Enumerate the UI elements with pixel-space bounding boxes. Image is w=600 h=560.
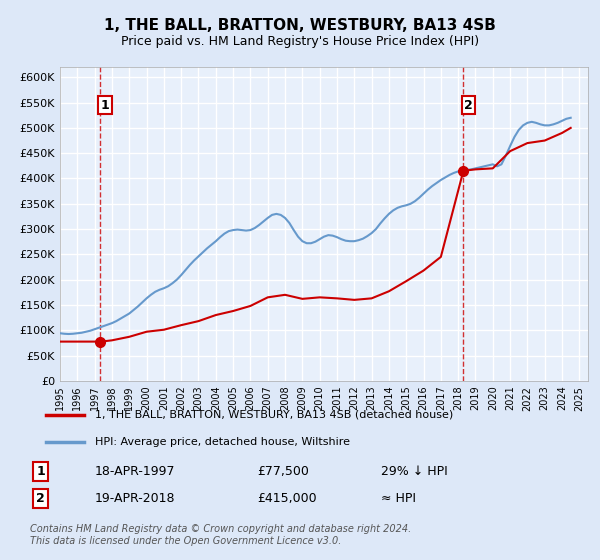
- Text: 2: 2: [37, 492, 45, 505]
- Text: 1: 1: [37, 465, 45, 478]
- Text: Price paid vs. HM Land Registry's House Price Index (HPI): Price paid vs. HM Land Registry's House …: [121, 35, 479, 49]
- Text: ≈ HPI: ≈ HPI: [381, 492, 416, 505]
- Text: 1, THE BALL, BRATTON, WESTBURY, BA13 4SB: 1, THE BALL, BRATTON, WESTBURY, BA13 4SB: [104, 18, 496, 32]
- Text: 29% ↓ HPI: 29% ↓ HPI: [381, 465, 448, 478]
- Text: 1: 1: [101, 99, 109, 111]
- Text: 18-APR-1997: 18-APR-1997: [95, 465, 175, 478]
- Text: £415,000: £415,000: [257, 492, 316, 505]
- Text: £77,500: £77,500: [257, 465, 308, 478]
- Text: 1, THE BALL, BRATTON, WESTBURY, BA13 4SB (detached house): 1, THE BALL, BRATTON, WESTBURY, BA13 4SB…: [95, 410, 453, 420]
- Text: Contains HM Land Registry data © Crown copyright and database right 2024.
This d: Contains HM Land Registry data © Crown c…: [30, 524, 411, 546]
- Text: 2: 2: [464, 99, 473, 111]
- Text: HPI: Average price, detached house, Wiltshire: HPI: Average price, detached house, Wilt…: [95, 437, 350, 447]
- Text: 19-APR-2018: 19-APR-2018: [95, 492, 175, 505]
